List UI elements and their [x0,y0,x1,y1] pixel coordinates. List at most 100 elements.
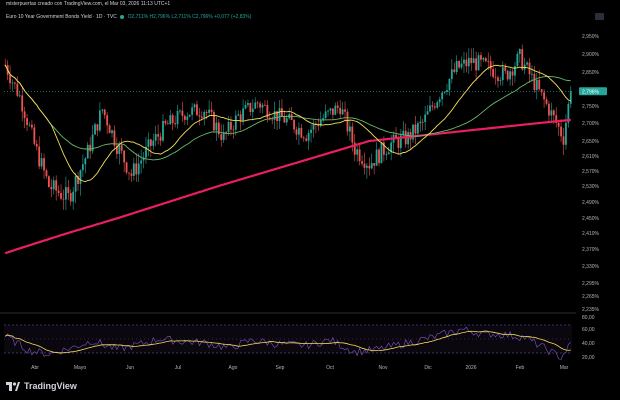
candle-body [373,163,376,166]
price-tick-label: 2,490% [582,200,600,206]
candle-body [264,104,266,106]
candle-body [251,108,254,113]
candle-body [254,102,257,109]
candle-body [137,163,140,175]
candle-body [94,124,96,135]
sma-short-line [4,64,571,183]
candle-body [341,109,344,115]
candle-body [74,175,77,192]
time-tick-label: Dic [424,365,432,371]
candle-body [237,114,240,116]
candle-body [344,109,346,112]
candle-body [336,105,339,108]
candle-body [295,129,298,135]
candle-body [55,180,58,191]
candle-body [147,139,150,147]
time-tick-label: Oct [326,365,334,371]
candle-body [232,129,235,131]
candle-body [256,102,259,104]
candle-body [154,134,157,141]
candle-body [220,134,223,140]
candle-body [552,110,555,116]
candle-body [535,79,538,91]
candle-body [142,157,145,161]
candle-body [108,125,111,134]
candle-body [101,109,104,111]
candle-body [450,69,453,80]
time-tick-label: Nov [379,365,388,371]
candle-body [414,124,417,134]
candle-body [230,121,232,130]
candle-body [149,139,152,146]
camera-icon[interactable] [595,13,604,20]
candle-body [283,116,286,123]
candle-body [334,105,337,115]
candle-body [225,132,228,133]
symbol-title[interactable]: Euro 10 Year Government Bonds Yield · 1D… [6,14,117,20]
candle-body [453,69,456,72]
candle-body [346,111,349,132]
candle-body [416,123,419,134]
candle-body [317,124,320,127]
candle-body [429,105,431,112]
candle-body [11,82,14,84]
price-tick-label: 2,700% [582,121,600,127]
candle-body [198,115,201,117]
candle-body [227,121,230,133]
candle-body [395,134,397,139]
candle-body [431,105,434,107]
candle-body [181,110,184,116]
candle-body [543,92,545,100]
candle-body [332,108,334,115]
candle-body [472,58,475,64]
candle-body [293,119,295,130]
candle-body [50,186,53,190]
candle-body [9,74,11,84]
candle-body [157,134,160,137]
price-tick-label: 2,530% [582,184,600,190]
candle-body [567,103,570,123]
candle-body [540,89,543,93]
candle-body [14,82,16,84]
candle-body [166,123,169,125]
candle-body [424,114,427,122]
candle-body [213,112,215,131]
time-tick-label: Sep [276,365,285,371]
time-tick-label: Ago [229,365,238,371]
candle-body [307,132,310,141]
candle-body [511,71,514,76]
candle-body [48,176,50,187]
candle-body [259,103,261,108]
price-tick-label: 2,370% [582,247,600,253]
candle-body [448,79,451,91]
candle-body [35,143,38,147]
candle-body [545,99,548,104]
candle-body [538,79,541,90]
candle-body [550,110,553,116]
rsi-tick-label: 40,00 [582,341,595,347]
price-tick-label: 2,570% [582,169,600,175]
candle-body [310,129,312,133]
rsi-tick-label: 20,00 [582,355,595,361]
candle-body [300,127,303,138]
candle-body [118,145,121,154]
candle-body [380,142,383,164]
candle-body [312,123,315,130]
candle-body [421,121,424,123]
candle-body [368,165,371,169]
price-tick-label: 2,410% [582,231,600,237]
candle-body [128,172,130,174]
candle-body [21,95,24,112]
candle-body [91,134,94,152]
candle-body [193,104,196,108]
candle-body [23,111,26,119]
candle-body [329,108,332,111]
candle-body [26,118,28,125]
market-status-dot [120,14,125,19]
price-tick-label: 2,950% [582,34,600,40]
candle-body [222,132,225,140]
candle-body [298,127,300,135]
candle-body [399,135,402,148]
candle-body [504,67,507,71]
